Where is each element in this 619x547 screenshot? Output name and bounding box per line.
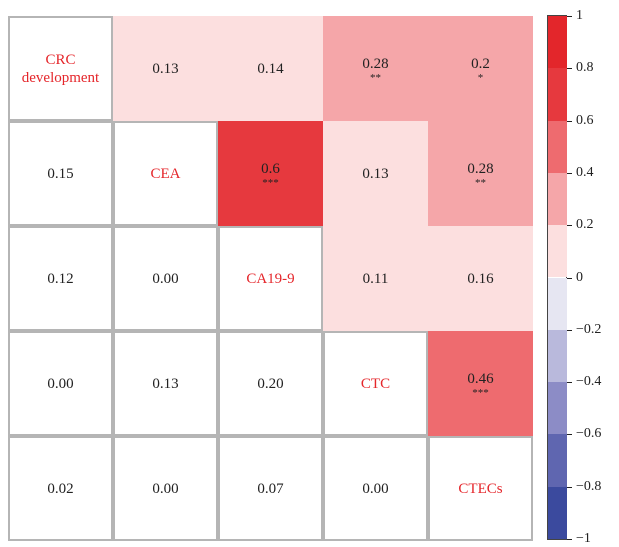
colorbar-tick-label: −0.8	[576, 478, 602, 494]
heat-cell: 0.2 *	[428, 16, 533, 121]
value-cell: 0.00	[8, 331, 113, 436]
colorbar-tick	[567, 434, 572, 436]
value-label: 0.13	[362, 165, 389, 182]
value-label: 0.28	[467, 160, 494, 177]
colorbar-tick-label: 0	[576, 269, 583, 285]
value-cell: 0.00	[113, 436, 218, 541]
heat-cell: 0.16	[428, 226, 533, 331]
value-label: 0.2	[471, 55, 490, 72]
value-label: 0.15	[47, 165, 74, 182]
colorbar-segment	[548, 172, 567, 226]
significance: *	[477, 71, 484, 84]
colorbar-tick	[567, 16, 572, 17]
heat-cell: 0.46 ***	[428, 331, 533, 436]
value-label: 0.00	[362, 480, 389, 497]
value-label: 0.02	[47, 480, 74, 497]
value-cell: 0.20	[218, 331, 323, 436]
significance: **	[475, 176, 486, 189]
colorbar-tick	[567, 68, 572, 70]
heat-cell: 0.13	[323, 121, 428, 226]
heat-cell: 0.28 **	[428, 121, 533, 226]
colorbar-segment	[548, 434, 567, 487]
colorbar-tick-label: 0.2	[576, 217, 594, 233]
variable-label: CTC	[323, 331, 428, 436]
significance: ***	[262, 176, 279, 189]
colorbar-tick-label: −0.4	[576, 374, 602, 390]
colorbar-segment	[548, 68, 567, 121]
value-cell: 0.12	[8, 226, 113, 331]
colorbar-tick	[567, 120, 572, 122]
colorbar-tick	[567, 486, 572, 488]
value-label: 0.07	[257, 480, 284, 497]
value-label: 0.11	[362, 270, 389, 287]
heat-cell: 0.6 ***	[218, 121, 323, 226]
colorbar-tick	[567, 382, 572, 384]
value-cell: 0.15	[8, 121, 113, 226]
value-label: 0.28	[362, 55, 389, 72]
value-label: 0.20	[257, 375, 284, 392]
colorbar-tick	[567, 539, 572, 540]
value-cell: 0.00	[323, 436, 428, 541]
value-cell: 0.13	[113, 331, 218, 436]
value-cell: 0.07	[218, 436, 323, 541]
colorbar-segment	[548, 277, 567, 330]
value-label: 0.14	[257, 60, 284, 77]
colorbar-segment	[548, 225, 567, 278]
significance: ***	[472, 386, 489, 399]
value-label: 0.13	[152, 375, 179, 392]
value-label: 0.00	[47, 375, 74, 392]
colorbar-segment	[548, 120, 567, 173]
colorbar-tick-label: 1	[576, 8, 583, 23]
value-cell: 0.02	[8, 436, 113, 541]
heat-cell: 0.13	[113, 16, 218, 121]
value-cell: 0.00	[113, 226, 218, 331]
value-label: 0.12	[47, 270, 74, 287]
colorbar-tick-label: −1	[576, 531, 591, 546]
colorbar-tick-label: −0.2	[576, 321, 602, 337]
variable-label: CTECs	[428, 436, 533, 541]
colorbar-tick-label: 0.8	[576, 60, 594, 76]
value-label: 0.6	[261, 160, 280, 177]
value-label: 0.13	[152, 60, 179, 77]
value-label: 0.00	[152, 480, 179, 497]
significance: **	[370, 71, 381, 84]
value-label: 0.00	[152, 270, 179, 287]
variable-label: CA19-9	[218, 226, 323, 331]
colorbar-tick-label: 0.4	[576, 164, 594, 180]
value-label: 0.46	[467, 370, 494, 387]
colorbar-segment	[548, 382, 567, 435]
variable-label: CEA	[113, 121, 218, 226]
colorbar-tick	[567, 225, 572, 227]
colorbar-tick	[567, 277, 572, 279]
colorbar-segment	[548, 329, 567, 383]
colorbar-tick	[567, 172, 572, 174]
value-label: 0.16	[467, 270, 494, 287]
heat-cell: 0.28 **	[323, 16, 428, 121]
colorbar-segment	[548, 16, 567, 69]
colorbar-tick	[567, 329, 572, 331]
colorbar-segment	[548, 486, 567, 539]
colorbar-tick-label: 0.6	[576, 112, 594, 128]
heat-cell: 0.11	[323, 226, 428, 331]
colorbar-tick-label: −0.6	[576, 426, 602, 442]
heat-cell: 0.14	[218, 16, 323, 121]
variable-label: CRC development	[8, 16, 113, 121]
